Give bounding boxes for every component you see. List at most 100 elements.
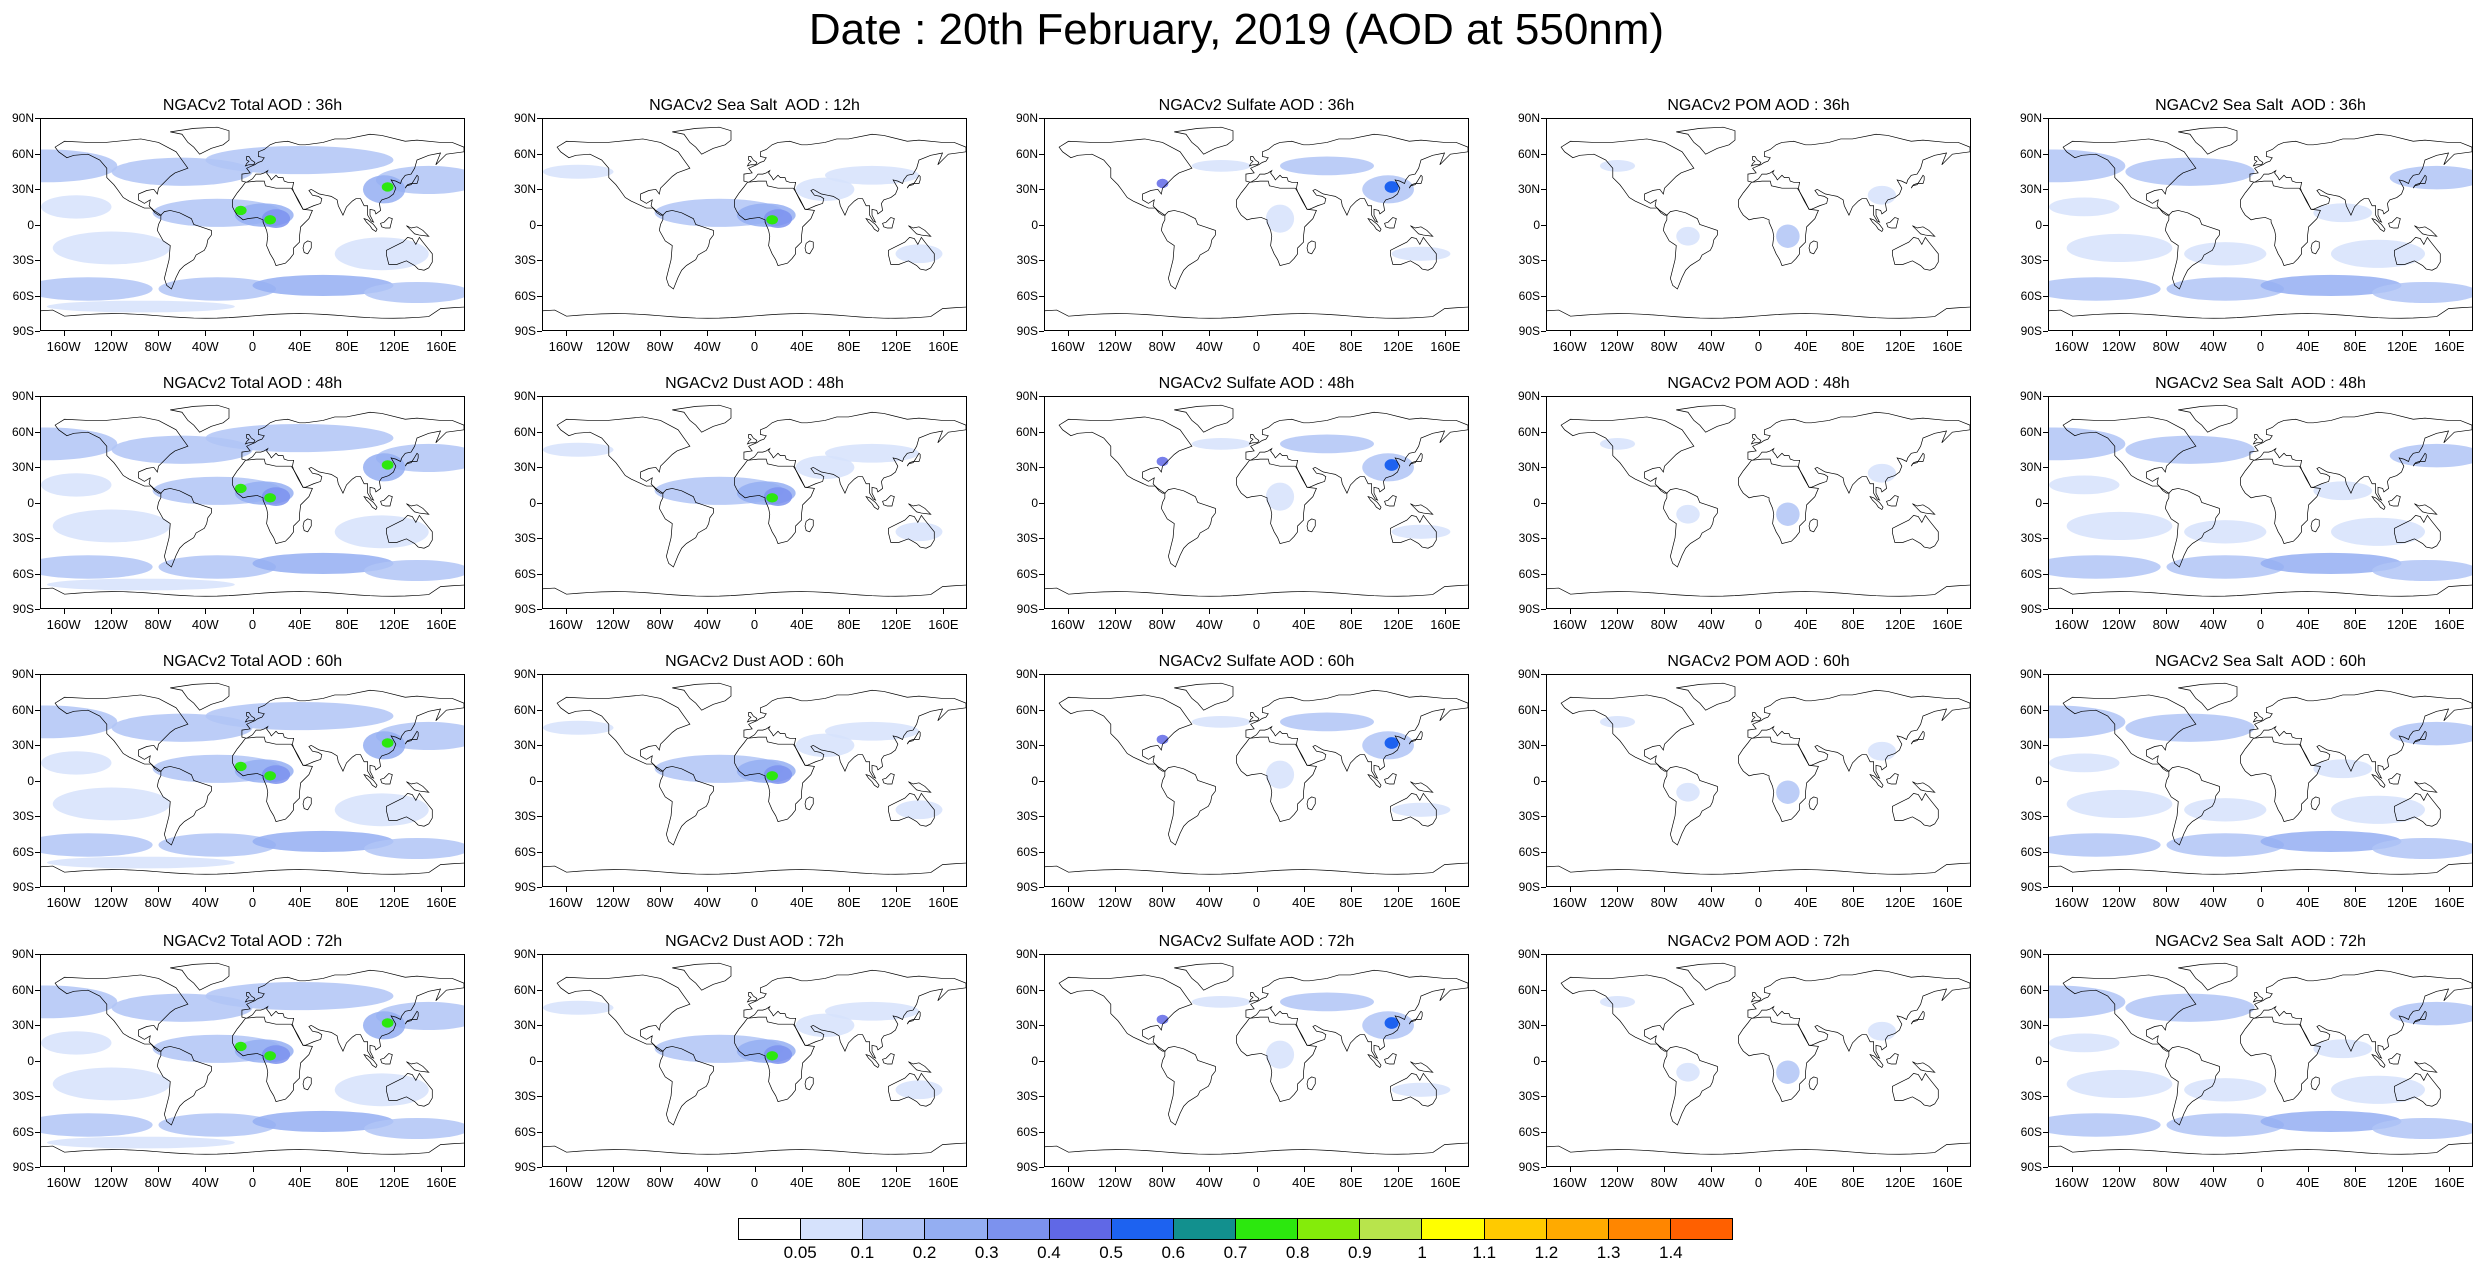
- antarctica-coastline: [2049, 306, 2472, 319]
- latitude-label: 90N: [1517, 947, 1540, 961]
- longitude-label: 40W: [2199, 1175, 2227, 1190]
- longitude-tick: [660, 331, 662, 336]
- longitude-label: 120W: [93, 1175, 128, 1190]
- latitude-label: 60S: [2020, 844, 2042, 859]
- aerosol-plume: [766, 493, 778, 503]
- latitude-tick: [1541, 331, 1546, 332]
- coastline: [734, 736, 815, 822]
- aerosol-plume: [1867, 741, 1896, 761]
- aerosol-plume: [158, 555, 276, 579]
- latitude-label: 90N: [513, 111, 536, 125]
- longitude-label: 120E: [880, 339, 912, 354]
- coastline: [743, 689, 966, 779]
- latitude-label: 0: [1533, 773, 1540, 788]
- latitude-tick: [1541, 1167, 1546, 1168]
- longitude-tick: [1209, 887, 1211, 892]
- longitude-label: 40E: [288, 339, 312, 354]
- latitude-label: 30S: [12, 531, 34, 545]
- latitude-tick: [35, 780, 40, 782]
- coastline: [746, 434, 758, 445]
- coastline: [908, 503, 932, 515]
- longitude-label: 160E: [2434, 339, 2465, 354]
- aerosol-plume: [1156, 178, 1169, 189]
- coastline: [241, 969, 464, 1059]
- latitude-label: 30S: [1016, 531, 1038, 545]
- panel-title: NGACv2 POM AOD : 72h: [1667, 933, 1850, 950]
- coastline: [170, 126, 230, 155]
- coastline: [1886, 773, 1899, 785]
- coastline: [2249, 689, 2472, 779]
- longitude-tick: [754, 609, 756, 614]
- aerosol-plume: [41, 751, 112, 775]
- latitude-label: 90N: [11, 389, 34, 403]
- aerosol-plume: [2331, 239, 2425, 268]
- longitude-label: 120W: [2101, 895, 2136, 910]
- longitude-tick: [63, 1167, 65, 1172]
- coastline: [1174, 126, 1234, 155]
- aerosol-plume: [2389, 721, 2472, 746]
- longitude-label: 120E: [880, 617, 912, 632]
- coastline: [232, 736, 313, 822]
- coastline: [380, 495, 393, 507]
- longitude-tick: [1067, 331, 1069, 336]
- colorbar-label: 0.4: [1037, 1243, 1061, 1262]
- longitude-label: 160W: [548, 1175, 583, 1190]
- latitude-tick: [2043, 295, 2048, 297]
- longitude-label: 40W: [693, 1175, 721, 1190]
- coastline: [406, 503, 430, 515]
- antarctica-coastline: [1045, 306, 1468, 319]
- latitude-tick: [537, 989, 542, 991]
- aerosol-plume: [1191, 160, 1251, 172]
- longitude-label: 0: [248, 339, 257, 354]
- latitude-tick: [537, 153, 542, 155]
- latitude-label: 0: [529, 773, 536, 788]
- latitude-tick: [2043, 609, 2048, 610]
- aerosol-plume: [2049, 1113, 2161, 1137]
- longitude-tick: [1114, 331, 1116, 336]
- longitude-tick: [2449, 887, 2451, 892]
- latitude-tick: [537, 954, 542, 955]
- latitude-label: 90S: [1518, 1160, 1540, 1174]
- longitude-tick: [1398, 609, 1400, 614]
- latitude-label: 30N: [1517, 460, 1540, 474]
- longitude-tick: [1664, 887, 1666, 892]
- longitude-label: 160W: [1050, 1175, 1085, 1190]
- longitude-label: 160E: [1932, 339, 1963, 354]
- latitude-label: 30N: [1517, 182, 1540, 196]
- aerosol-plume: [1280, 156, 1374, 176]
- longitude-tick: [1445, 1167, 1447, 1172]
- longitude-tick: [1758, 1167, 1760, 1172]
- longitude-label: 160W: [1552, 339, 1587, 354]
- longitude-label: 160W: [548, 895, 583, 910]
- latitude-tick: [35, 538, 40, 539]
- coastline: [2371, 217, 2386, 233]
- latitude-label: 30S: [1518, 253, 1540, 267]
- longitude-label: 40W: [1697, 1175, 1725, 1190]
- latitude-label: 90N: [2019, 947, 2042, 961]
- longitude-label: 80E: [2343, 617, 2367, 632]
- panel-title: NGACv2 Sea Salt AOD : 12h: [649, 97, 860, 114]
- latitude-tick: [35, 189, 40, 190]
- longitude-tick: [1445, 609, 1447, 614]
- map-panel: NGACv2 Sea Salt AOD : 36h 90N 60N 30N 0 30S 60…: [2008, 94, 2473, 364]
- aerosol-plume: [2184, 520, 2267, 544]
- aerosol-plume: [41, 1113, 153, 1137]
- colorbar-swatch: [1608, 1219, 1671, 1239]
- aerosol-plume: [1776, 502, 1800, 526]
- coastline: [156, 1046, 212, 1126]
- panel-title: NGACv2 POM AOD : 60h: [1667, 653, 1850, 670]
- latitude-label: 30S: [12, 809, 34, 823]
- latitude-tick: [1039, 1167, 1044, 1168]
- latitude-tick: [2043, 989, 2048, 991]
- latitude-label: 60N: [11, 982, 34, 997]
- latitude-tick: [537, 1060, 542, 1062]
- longitude-label: 120E: [378, 1175, 410, 1190]
- aerosol-plume: [46, 1136, 235, 1149]
- latitude-tick: [1039, 954, 1044, 955]
- latitude-label: 30S: [1518, 809, 1540, 823]
- latitude-tick: [1039, 816, 1044, 817]
- coastline: [1910, 1010, 1925, 1025]
- latitude-label: 60S: [1518, 566, 1540, 581]
- longitude-tick: [2071, 331, 2073, 336]
- latitude-tick: [35, 502, 40, 504]
